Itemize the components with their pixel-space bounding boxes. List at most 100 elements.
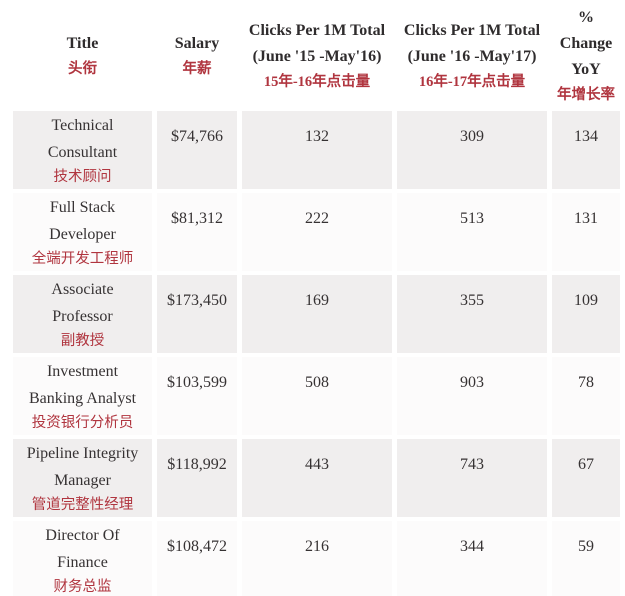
cell-title: Pipeline Integrity Manager 管道完整性经理 [13, 439, 152, 517]
cell-title: Full Stack Developer 全端开发工程师 [13, 193, 152, 271]
header-change-en-line3: YoY [571, 61, 601, 78]
cell-change-yoy: 109 [552, 275, 620, 353]
change-yoy-value: 109 [574, 292, 598, 309]
salary-value: $173,450 [167, 292, 227, 309]
title-line2: Developer [49, 226, 116, 243]
col-header-clicks-15-16: Clicks Per 1M Total (June '15 -May'16) 1… [242, 5, 392, 107]
cell-title: Technical Consultant 技术顾问 [13, 111, 152, 189]
col-header-change-yoy: % Change YoY 年增长率 [552, 5, 620, 107]
cell-clicks-16-17: 355 [397, 275, 547, 353]
change-yoy-value: 131 [574, 210, 598, 227]
title-line2: Finance [57, 554, 108, 571]
clicks-15-16-value: 132 [305, 128, 329, 145]
clicks-15-16-value: 222 [305, 210, 329, 227]
title-line2: Manager [54, 472, 111, 489]
cell-salary: $118,992 [157, 439, 237, 517]
title-zh: 全端开发工程师 [31, 251, 134, 267]
header-clicks1-en-line1: Clicks Per 1M Total [248, 22, 386, 39]
clicks-15-16-value: 443 [305, 456, 329, 473]
title-line1: Technical [51, 117, 114, 134]
cell-clicks-16-17: 743 [397, 439, 547, 517]
header-clicks2-en-line2: (June '16 -May'17) [407, 48, 537, 65]
header-salary-en: Salary [174, 35, 220, 52]
clicks-16-17-value: 903 [460, 374, 484, 391]
title-line1: Investment [46, 363, 119, 380]
cell-salary: $173,450 [157, 275, 237, 353]
title-zh: 管道完整性经理 [31, 497, 134, 513]
cell-clicks-15-16: 132 [242, 111, 392, 189]
header-title-en: Title [66, 35, 99, 52]
clicks-15-16-value: 216 [305, 538, 329, 555]
change-yoy-value: 67 [578, 456, 594, 473]
header-clicks1-zh: 15年-16年点击量 [263, 74, 371, 90]
title-zh: 投资银行分析员 [31, 415, 134, 431]
clicks-16-17-value: 355 [460, 292, 484, 309]
cell-change-yoy: 78 [552, 357, 620, 435]
header-clicks2-en-line1: Clicks Per 1M Total [403, 22, 541, 39]
title-line1: Pipeline Integrity [26, 445, 139, 462]
clicks-16-17-value: 743 [460, 456, 484, 473]
cell-clicks-16-17: 309 [397, 111, 547, 189]
title-line2: Banking Analyst [28, 390, 137, 407]
col-header-clicks-16-17: Clicks Per 1M Total (June '16 -May'17) 1… [397, 5, 547, 107]
cell-clicks-15-16: 169 [242, 275, 392, 353]
clicks-16-17-value: 309 [460, 128, 484, 145]
salary-value: $103,599 [167, 374, 227, 391]
clicks-16-17-value: 513 [460, 210, 484, 227]
cell-change-yoy: 134 [552, 111, 620, 189]
table-row: Investment Banking Analyst 投资银行分析员 $103,… [13, 357, 620, 435]
cell-salary: $103,599 [157, 357, 237, 435]
salary-value: $108,472 [167, 538, 227, 555]
table-row: Technical Consultant 技术顾问 $74,766 132 30… [13, 111, 620, 189]
title-line2: Professor [52, 308, 113, 325]
header-row: Title 头衔 Salary 年薪 Clicks Per 1M Total (… [13, 5, 620, 107]
salary-value: $118,992 [167, 456, 227, 473]
header-change-en-line2: Change [559, 35, 613, 52]
header-change-zh: 年增长率 [557, 87, 615, 103]
title-zh: 财务总监 [53, 579, 112, 595]
table-row: Director Of Finance 财务总监 $108,472 216 34… [13, 521, 620, 596]
cell-clicks-15-16: 216 [242, 521, 392, 596]
clicks-15-16-value: 508 [305, 374, 329, 391]
cell-title: Investment Banking Analyst 投资银行分析员 [13, 357, 152, 435]
title-line2: Consultant [47, 144, 118, 161]
clicks-16-17-value: 344 [460, 538, 484, 555]
title-zh: 技术顾问 [53, 169, 112, 185]
change-yoy-value: 59 [578, 538, 594, 555]
table-row: Pipeline Integrity Manager 管道完整性经理 $118,… [13, 439, 620, 517]
salary-value: $74,766 [171, 128, 223, 145]
cell-salary: $81,312 [157, 193, 237, 271]
col-header-title: Title 头衔 [13, 5, 152, 107]
cell-clicks-16-17: 344 [397, 521, 547, 596]
cell-clicks-15-16: 443 [242, 439, 392, 517]
title-line1: Full Stack [49, 199, 116, 216]
header-salary-zh: 年薪 [182, 61, 212, 77]
cell-title: Director Of Finance 财务总监 [13, 521, 152, 596]
cell-clicks-16-17: 513 [397, 193, 547, 271]
title-line1: Associate [51, 281, 114, 298]
cell-change-yoy: 67 [552, 439, 620, 517]
cell-change-yoy: 131 [552, 193, 620, 271]
salary-clicks-table: Title 头衔 Salary 年薪 Clicks Per 1M Total (… [8, 1, 625, 596]
change-yoy-value: 134 [574, 128, 598, 145]
cell-clicks-15-16: 222 [242, 193, 392, 271]
cell-salary: $74,766 [157, 111, 237, 189]
header-title-zh: 头衔 [68, 61, 97, 77]
cell-clicks-15-16: 508 [242, 357, 392, 435]
table-row: Full Stack Developer 全端开发工程师 $81,312 222… [13, 193, 620, 271]
title-zh: 副教授 [60, 333, 105, 349]
header-change-en-line1: % [578, 9, 594, 26]
cell-salary: $108,472 [157, 521, 237, 596]
header-clicks2-zh: 16年-17年点击量 [418, 74, 526, 90]
cell-change-yoy: 59 [552, 521, 620, 596]
title-line1: Director Of [45, 527, 120, 544]
header-clicks1-en-line2: (June '15 -May'16) [252, 48, 382, 65]
salary-value: $81,312 [171, 210, 223, 227]
table-row: Associate Professor 副教授 $173,450 169 355… [13, 275, 620, 353]
change-yoy-value: 78 [578, 374, 594, 391]
clicks-15-16-value: 169 [305, 292, 329, 309]
col-header-salary: Salary 年薪 [157, 5, 237, 107]
cell-title: Associate Professor 副教授 [13, 275, 152, 353]
cell-clicks-16-17: 903 [397, 357, 547, 435]
